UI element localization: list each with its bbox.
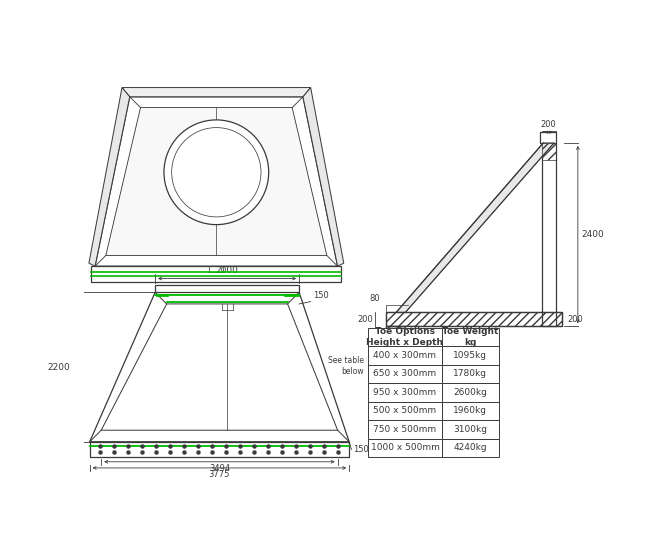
Text: 200: 200 [567,315,583,324]
Bar [368,402,441,420]
Bar [441,420,499,439]
Bar [540,132,555,143]
Bar [368,346,441,365]
Text: See table
below: See table below [328,356,364,376]
Bar [386,312,563,326]
Polygon shape [89,87,130,266]
Text: 2000: 2000 [215,266,238,276]
Bar [386,326,405,353]
Polygon shape [303,87,344,266]
Ellipse shape [172,128,261,217]
Bar [368,383,441,402]
Text: 3100kg: 3100kg [453,425,487,434]
Bar [90,442,349,457]
Text: 650 x 300mm: 650 x 300mm [373,370,436,378]
Bar [155,285,299,293]
Bar [386,326,405,353]
Bar [542,143,555,160]
Text: 750 x 500mm: 750 x 500mm [373,425,436,434]
Polygon shape [90,293,349,442]
Text: 2200: 2200 [47,362,69,372]
Text: 4240kg: 4240kg [454,443,487,453]
Text: 80: 80 [369,294,380,303]
Polygon shape [95,97,337,266]
Text: 200: 200 [357,315,373,324]
Text: 200: 200 [541,120,557,129]
Text: 1095kg: 1095kg [453,351,487,360]
Text: Toe Options
Height x Depth: Toe Options Height x Depth [367,327,443,346]
Bar [441,383,499,402]
Bar [441,365,499,383]
Text: 2400: 2400 [581,230,604,239]
Bar [542,143,555,326]
Bar [368,365,441,383]
Text: 1780kg: 1780kg [453,370,487,378]
Ellipse shape [164,120,269,224]
Text: 1000 x 500mm: 1000 x 500mm [371,443,440,453]
Bar [441,439,499,457]
Bar [91,266,341,282]
Text: 500 x 500mm: 500 x 500mm [373,406,436,415]
Bar [405,326,419,336]
Text: 400 x 300mm: 400 x 300mm [373,351,436,360]
Text: 150: 150 [353,445,369,454]
Polygon shape [106,108,327,255]
Bar [368,328,441,346]
Bar [386,312,563,326]
Bar [368,439,441,457]
Text: 2600kg: 2600kg [453,388,487,397]
Text: 950 x 300mm: 950 x 300mm [373,388,436,397]
Text: 3494: 3494 [209,464,230,473]
Bar [441,328,499,346]
Bar [441,402,499,420]
Polygon shape [102,304,337,430]
Text: 3775: 3775 [209,470,230,479]
Polygon shape [122,87,310,97]
Text: 150: 150 [313,291,329,300]
Bar [441,346,499,365]
Text: 100: 100 [403,339,419,348]
Text: 1960kg: 1960kg [453,406,487,415]
Text: Toe Weight
kg: Toe Weight kg [442,327,498,346]
Polygon shape [396,143,554,312]
Bar [368,420,441,439]
